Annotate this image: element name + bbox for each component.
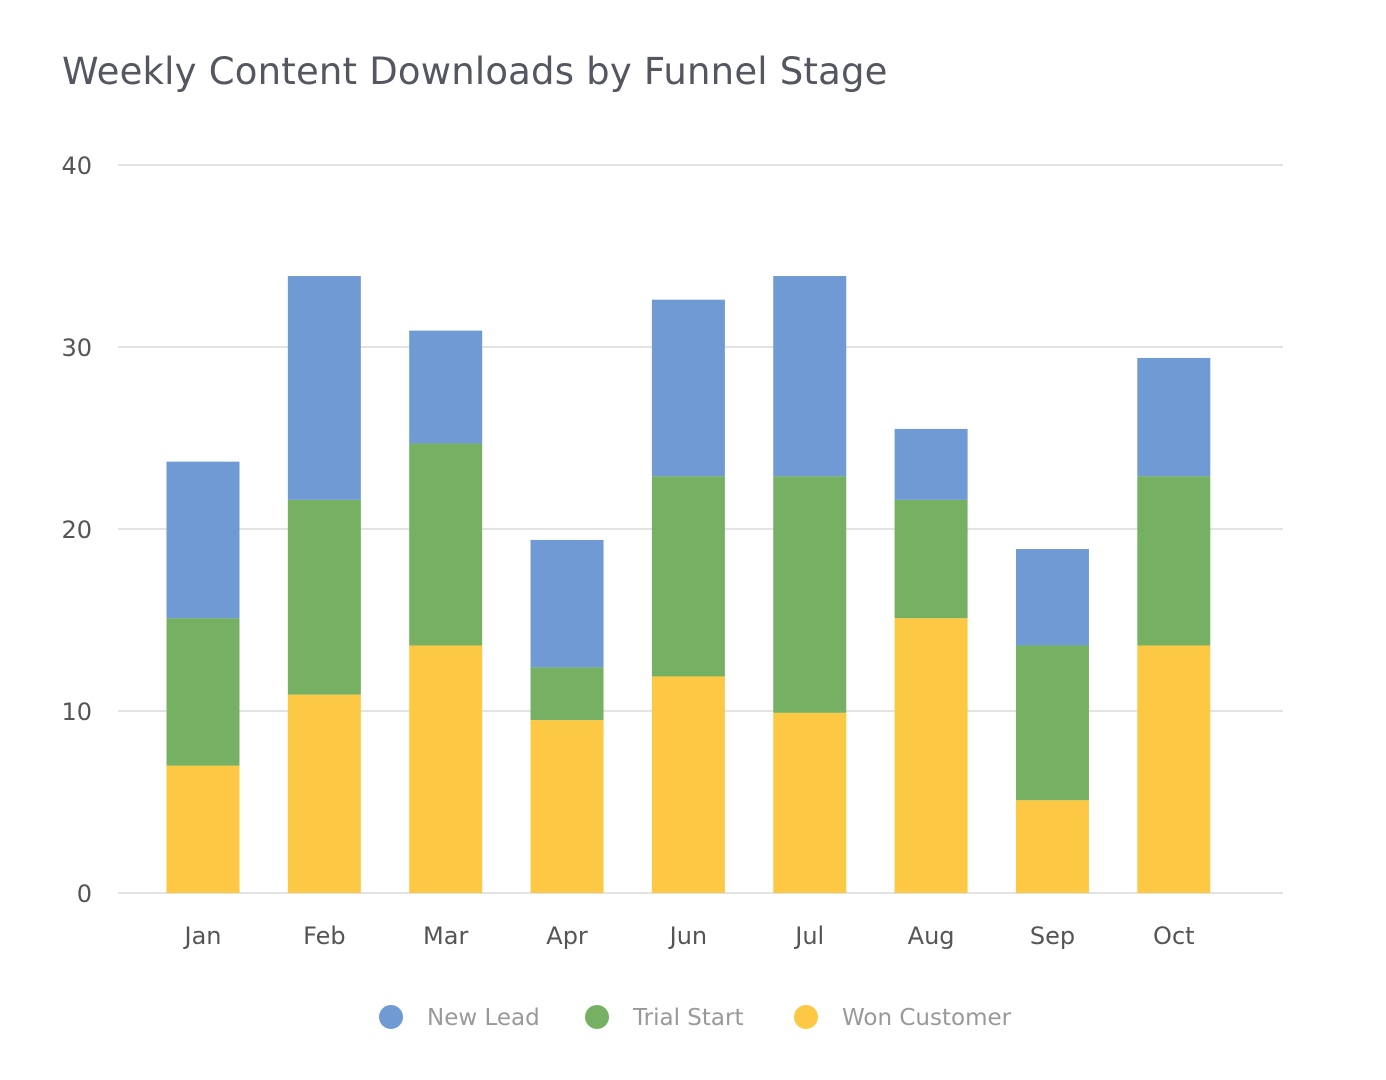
- x-tick-label: Jun: [668, 922, 708, 950]
- y-tick-label: 40: [61, 152, 92, 180]
- x-tick-label: Jul: [793, 922, 824, 950]
- bar-trial-start-jun: [651, 476, 725, 677]
- bar-trial-start-jan: [166, 618, 240, 766]
- bar-won-customer-jun: [651, 676, 725, 893]
- bar-new-lead-jun: [651, 299, 725, 477]
- bar-won-customer-aug: [894, 618, 968, 893]
- x-tick-label: Oct: [1153, 922, 1195, 950]
- bar-trial-start-mar: [409, 443, 483, 646]
- bar-new-lead-feb: [287, 276, 361, 500]
- bar-won-customer-sep: [1015, 800, 1089, 893]
- bar-new-lead-apr: [530, 539, 604, 668]
- x-tick-label: Feb: [303, 922, 346, 950]
- legend-label: New Lead: [427, 1005, 540, 1031]
- bar-trial-start-aug: [894, 499, 968, 619]
- bar-new-lead-oct: [1137, 357, 1211, 477]
- x-tick-label: Aug: [908, 922, 955, 950]
- x-tick-label: Apr: [546, 922, 588, 950]
- bar-new-lead-jan: [166, 461, 240, 619]
- bar-trial-start-apr: [530, 667, 604, 721]
- bar-new-lead-sep: [1015, 549, 1089, 646]
- bar-won-customer-feb: [287, 694, 361, 893]
- y-tick-label: 30: [61, 334, 92, 362]
- x-tick-label: Mar: [423, 922, 468, 950]
- bar-new-lead-mar: [409, 330, 483, 444]
- bar-won-customer-jul: [773, 712, 847, 893]
- bar-won-customer-apr: [530, 720, 604, 893]
- bar-won-customer-oct: [1137, 645, 1211, 893]
- legend-marker-icon: [585, 1005, 609, 1029]
- legend-label: Trial Start: [632, 1005, 744, 1031]
- y-tick-label: 10: [61, 698, 92, 726]
- y-tick-label: 20: [61, 516, 92, 544]
- bar-new-lead-aug: [894, 428, 968, 500]
- bar-trial-start-sep: [1015, 645, 1089, 801]
- y-tick-label: 0: [77, 880, 92, 908]
- x-tick-label: Sep: [1030, 922, 1075, 950]
- bar-trial-start-oct: [1137, 476, 1211, 646]
- bar-new-lead-jul: [773, 276, 847, 477]
- bar-won-customer-mar: [409, 645, 483, 893]
- legend-marker-icon: [379, 1005, 403, 1029]
- legend-label: Won Customer: [842, 1005, 1012, 1031]
- bar-trial-start-jul: [773, 476, 847, 713]
- chart-title: Weekly Content Downloads by Funnel Stage: [62, 50, 888, 93]
- legend-marker-icon: [794, 1005, 818, 1029]
- x-tick-label: Jan: [183, 922, 222, 950]
- bar-won-customer-jan: [166, 765, 240, 893]
- bar-trial-start-feb: [287, 499, 361, 695]
